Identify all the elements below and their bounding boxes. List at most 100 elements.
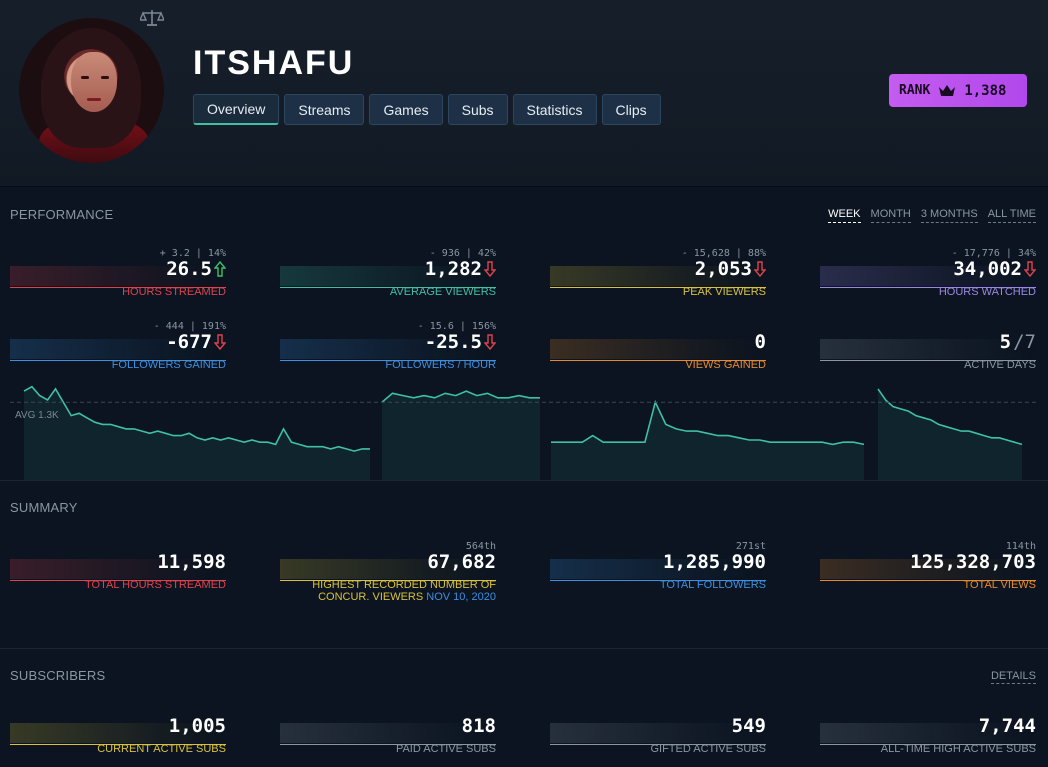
- stat-value-text: 34,002: [953, 258, 1022, 280]
- tab-clips[interactable]: Clips: [601, 94, 661, 125]
- sparkline-area-segment: [24, 386, 370, 480]
- stat-label-line2: CONCUR. VIEWERS: [318, 591, 424, 603]
- divider: [0, 648, 1048, 649]
- rank-label: RANK: [899, 83, 931, 98]
- period-month[interactable]: MONTH: [870, 208, 911, 223]
- crown-icon: [939, 84, 956, 96]
- stat-label-secondary: CONCUR. VIEWERS NOV 10, 2020: [318, 591, 496, 603]
- stat-rank: 271st: [735, 541, 766, 552]
- arrow-down-icon: [754, 261, 766, 277]
- stat-card: 0 VIEWS GAINED: [550, 321, 766, 371]
- stat-label: FOLLOWERS / HOUR: [385, 359, 496, 371]
- period-selector: WEEK MONTH 3 MONTHS ALL TIME: [828, 208, 1036, 223]
- channel-name: ITSHAFU: [193, 44, 355, 82]
- tab-statistics[interactable]: Statistics: [512, 94, 597, 125]
- stat-value-text: -677: [166, 331, 212, 353]
- stat-card: 271st 1,285,990 TOTAL FOLLOWERS: [550, 541, 766, 591]
- stat-change: - 444 | 191%: [153, 321, 226, 332]
- stat-value-text: 5: [999, 331, 1012, 353]
- stat-value: 2,053: [695, 258, 766, 280]
- stat-label: HIGHEST RECORDED NUMBER OF: [312, 579, 496, 591]
- channel-header: ITSHAFU Overview Streams Games Subs Stat…: [0, 0, 1048, 187]
- stat-value: 549: [732, 715, 766, 737]
- sparkline-area-segment: [551, 402, 864, 480]
- stat-value: -25.5: [425, 331, 496, 353]
- stat-card: 114th 125,328,703 TOTAL VIEWS: [820, 541, 1036, 591]
- sparkline-line-segment: [381, 390, 540, 403]
- arrow-up-icon: [214, 261, 226, 277]
- sparkline-line-segment: [877, 388, 1023, 446]
- stat-value: 11,598: [157, 551, 226, 573]
- stat-label: CURRENT ACTIVE SUBS: [97, 743, 226, 755]
- stat-value-text: 2,053: [694, 258, 752, 280]
- tab-streams[interactable]: Streams: [284, 94, 365, 125]
- stat-label: PAID ACTIVE SUBS: [395, 743, 496, 755]
- stat-date: NOV 10, 2020: [426, 591, 496, 603]
- stat-value: 7,744: [979, 715, 1036, 737]
- stat-card: 549 GIFTED ACTIVE SUBS: [550, 705, 766, 755]
- arrow-down-icon: [484, 261, 496, 277]
- arrow-down-icon: [1024, 261, 1036, 277]
- stat-change: - 15.6 | 156%: [417, 321, 496, 332]
- channel-avatar[interactable]: [19, 18, 164, 163]
- stat-label: GIFTED ACTIVE SUBS: [650, 743, 766, 755]
- sparkline-line-segment: [551, 399, 865, 446]
- stat-value-text: 818: [461, 715, 496, 737]
- stat-rank: 114th: [1005, 541, 1036, 552]
- stat-value: 1,282: [425, 258, 496, 280]
- stat-card: 564th 67,682 HIGHEST RECORDED NUMBER OF CON…: [280, 541, 496, 603]
- arrow-down-icon: [214, 334, 226, 350]
- stat-value-text: 7,744: [978, 715, 1036, 737]
- stat-value: 26.5: [166, 258, 226, 280]
- stat-value-text: 67,682: [427, 551, 496, 573]
- stat-label: HOURS STREAMED: [122, 286, 226, 298]
- stat-label: TOTAL VIEWS: [963, 579, 1036, 591]
- subscribers-details-link[interactable]: DETAILS: [990, 670, 1036, 684]
- arrow-down-icon: [484, 334, 496, 350]
- avg-label: AVG 1.3K: [15, 410, 59, 421]
- stat-value: 5/7: [1000, 331, 1036, 353]
- performance-title: PERFORMANCE: [10, 207, 114, 222]
- stat-label: HOURS WATCHED: [938, 286, 1036, 298]
- rank-badge[interactable]: RANK 1,388: [889, 74, 1027, 107]
- stat-value-text: 125,328,703: [910, 551, 1036, 573]
- tab-games[interactable]: Games: [369, 94, 443, 125]
- stat-value: 67,682: [427, 551, 496, 573]
- period-3-months[interactable]: 3 MONTHS: [920, 208, 978, 223]
- stat-value-text: 0: [754, 331, 766, 353]
- stat-rank: 564th: [465, 541, 496, 552]
- period-week[interactable]: WEEK: [828, 208, 861, 223]
- stat-label: VIEWS GAINED: [685, 359, 766, 371]
- stat-value: -677: [166, 331, 226, 353]
- stat-label: FOLLOWERS GAINED: [111, 359, 226, 371]
- viewers-sparkline: [10, 385, 1038, 480]
- stat-value-text: 11,598: [157, 551, 226, 573]
- summary-title: SUMMARY: [10, 500, 78, 515]
- stat-value-text: -25.5: [424, 331, 482, 353]
- stat-label: TOTAL FOLLOWERS: [659, 579, 766, 591]
- stat-card: - 444 | 191% -677 FOLLOWERS GAINED: [10, 321, 226, 371]
- stat-card: - 15.6 | 156% -25.5 FOLLOWERS / HOUR: [280, 321, 496, 371]
- stat-label: PEAK VIEWERS: [682, 286, 766, 298]
- sparkline-line-segment: [23, 385, 370, 452]
- divider: [0, 480, 1048, 481]
- stat-label: ACTIVE DAYS: [964, 359, 1036, 371]
- tab-subs[interactable]: Subs: [447, 94, 508, 125]
- stat-value: 1,285,990: [663, 551, 766, 573]
- stat-value-text: 549: [731, 715, 766, 737]
- period-all-time[interactable]: ALL TIME: [987, 208, 1036, 223]
- sparkline-area-segment: [878, 388, 1022, 480]
- stat-card: 11,598 TOTAL HOURS STREAMED: [10, 541, 226, 591]
- stat-card: - 15,628 | 88% 2,053 PEAK VIEWERS: [550, 248, 766, 298]
- balance-scale-icon[interactable]: [140, 8, 164, 28]
- stat-label: AVERAGE VIEWERS: [389, 286, 496, 298]
- tab-overview[interactable]: Overview: [193, 94, 280, 125]
- channel-tabs: Overview Streams Games Subs Statistics C…: [193, 94, 661, 125]
- stat-label: TOTAL HOURS STREAMED: [85, 579, 226, 591]
- stat-value-text: 1,285,990: [663, 551, 766, 573]
- stat-change: - 936 | 42%: [429, 248, 496, 259]
- stat-change: + 3.2 | 14%: [159, 248, 226, 259]
- stat-card: 5/7 ACTIVE DAYS: [820, 321, 1036, 371]
- stat-value: 818: [462, 715, 496, 737]
- stat-card: - 936 | 42% 1,282 AVERAGE VIEWERS: [280, 248, 496, 298]
